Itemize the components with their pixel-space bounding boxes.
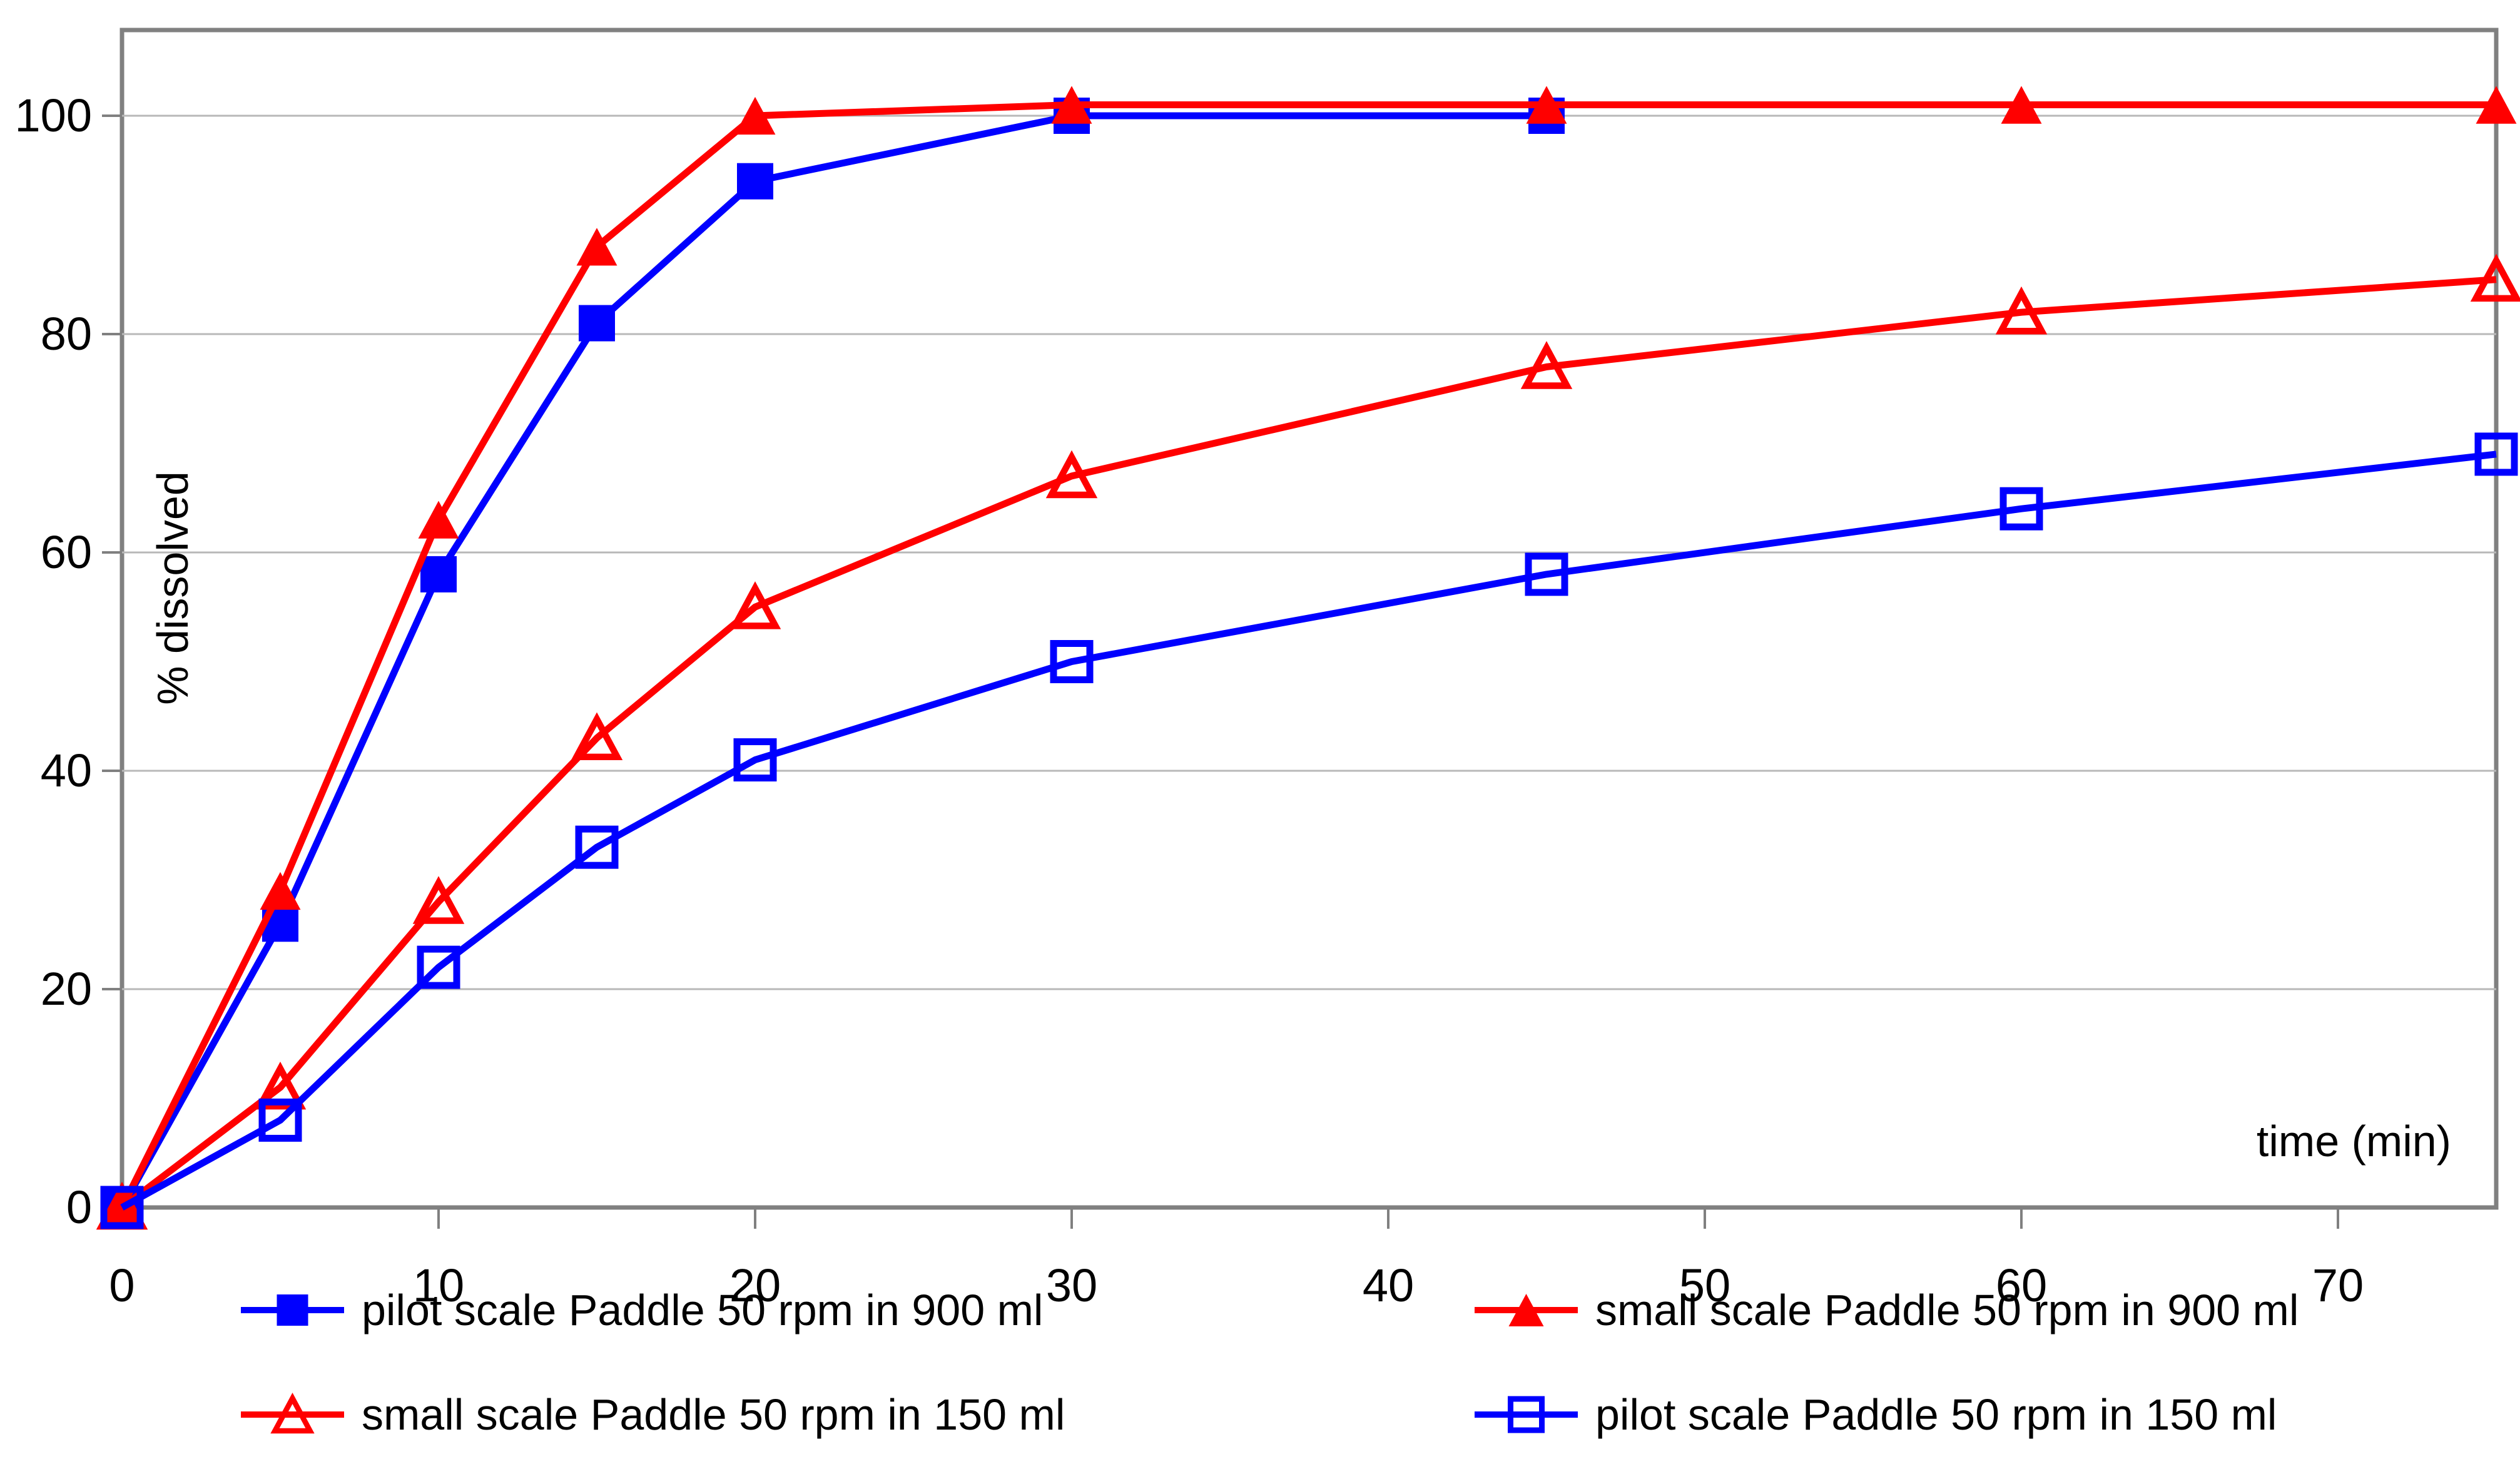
series-2 [96,253,2520,1230]
legend-marker-1 [1508,1294,1544,1326]
series-3-marker-t15 [575,825,619,869]
series-1-marker-t10 [418,501,459,539]
x-axis-title: time (min) [2257,1117,2451,1166]
x-tick-label-60: 60 [1996,1259,2047,1311]
x-tick-label-70: 70 [2312,1259,2364,1311]
series-3-marker-t75 [2474,432,2518,476]
y-tick-label-20: 20 [41,963,92,1015]
legend-marker-0 [277,1294,308,1326]
y-tick-label-0: 0 [66,1181,92,1233]
series-2-marker-t15 [571,712,623,761]
y-tick-label-100: 100 [15,89,92,141]
series-0-marker-t10 [420,556,457,592]
series-0-marker-t20 [737,163,773,200]
y-axis-title: % dissolved [148,471,197,705]
legend-item-0: pilot scale Paddle 50 rpm in 900 ml [241,1286,1043,1334]
x-tick-label-10: 10 [413,1259,464,1311]
legend-label-3: pilot scale Paddle 50 rpm in 150 ml [1595,1390,2277,1439]
series-3-marker-t30 [1050,640,1094,683]
series-3-marker-t20 [733,738,777,782]
series-3 [100,432,2518,1229]
x-tick-label-20: 20 [729,1259,781,1311]
legend-label-1: small scale Paddle 50 rpm in 900 ml [1595,1286,2299,1334]
series-1-marker-t60 [2001,86,2042,124]
series-3-marker-t60 [1999,487,2043,531]
series-line-2 [119,276,2497,1211]
y-tick-label-60: 60 [41,526,92,578]
series-1-marker-t75 [2476,86,2517,124]
legend-marker-3 [1508,1396,1545,1433]
series-2-marker-t20 [729,581,781,629]
series-3-marker-t10 [417,945,460,989]
series-1-marker-t30 [1051,86,1092,124]
series-2-marker-t45 [1520,341,1573,389]
series-1-marker-t5 [260,872,301,910]
x-tick-label-40: 40 [1363,1259,1414,1311]
legend-label-0: pilot scale Paddle 50 rpm in 900 ml [362,1286,1043,1334]
legend-label-2: small scale Paddle 50 rpm in 150 ml [362,1390,1065,1439]
legend-item-3: pilot scale Paddle 50 rpm in 150 ml [1475,1390,2277,1439]
series-2-marker-t60 [1995,286,2048,335]
series-0-marker-t15 [579,305,615,342]
x-tick-label-0: 0 [109,1259,135,1311]
series-1-marker-t15 [576,228,617,266]
legend-marker-2 [270,1392,315,1434]
legend-item-1: small scale Paddle 50 rpm in 900 ml [1475,1286,2299,1334]
series-3-marker-t45 [1525,552,1568,596]
series-line-3 [120,450,2497,1211]
x-tick-label-50: 50 [1679,1259,1730,1311]
series-2-marker-t30 [1045,450,1098,499]
series-3-marker-t5 [258,1098,302,1142]
series-2-marker-t10 [412,876,465,924]
series-1 [101,86,2517,1227]
x-tick-label-30: 30 [1046,1259,1097,1311]
y-tick-label-80: 80 [41,308,92,360]
y-tick-label-40: 40 [41,745,92,796]
series-1-marker-t45 [1526,86,1567,124]
series-1-marker-t20 [734,96,776,135]
series-2-marker-t5 [254,1061,307,1110]
legend-item-2: small scale Paddle 50 rpm in 150 ml [241,1390,1065,1439]
series-2-marker-t75 [2470,253,2520,302]
series-3-marker-t0 [100,1186,144,1229]
